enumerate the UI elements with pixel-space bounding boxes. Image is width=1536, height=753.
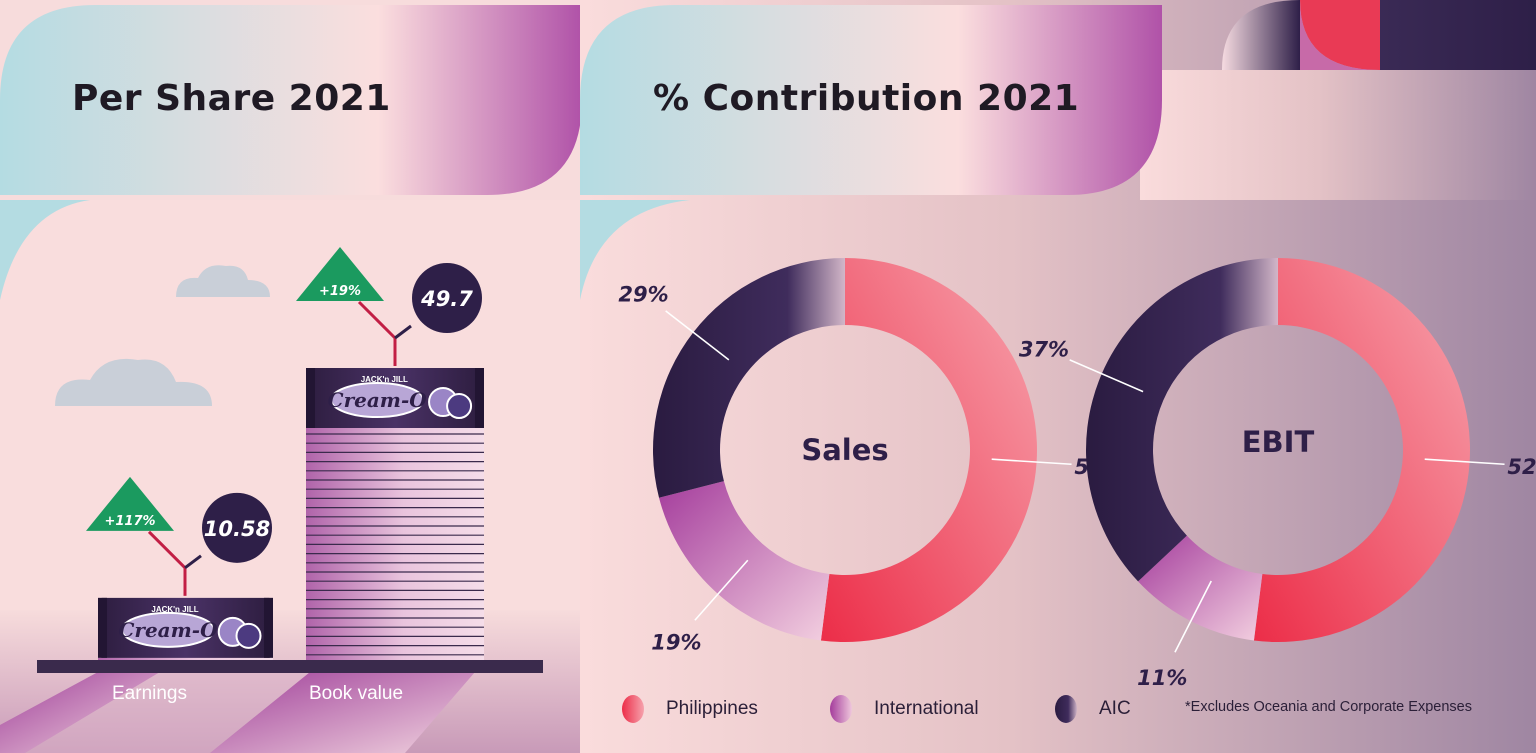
legend-label-philippines: Philippines	[666, 698, 758, 719]
slice-value-label: 52%	[1507, 455, 1536, 479]
legend-item-aic: AIC	[1055, 694, 1131, 724]
contribution-title: % Contribution 2021	[653, 78, 1080, 119]
change-up-icon	[296, 247, 384, 301]
biscuit-stack	[98, 657, 273, 660]
pack-crimp-left	[306, 368, 315, 428]
legend-swatch-philippines	[622, 695, 644, 723]
pack-logo-badge	[330, 382, 425, 418]
pack-cookie-back	[235, 622, 262, 649]
pack-brand: JACK'n JILL	[361, 375, 408, 384]
value-label: 49.7	[420, 287, 473, 311]
donut-center-title: Sales	[801, 433, 888, 467]
leader-line	[665, 310, 730, 361]
pack-crimp-right	[475, 368, 484, 428]
pack-brand: JACK'n JILL	[151, 605, 198, 614]
legend-swatch-aic	[1055, 695, 1077, 723]
bar-category-earnings: Earnings	[112, 683, 187, 704]
footnote: *Excludes Oceania and Corporate Expenses	[1185, 699, 1472, 715]
donut-ebit: 52% 11% 37% EBIT	[1019, 258, 1536, 690]
leader-line	[694, 559, 749, 621]
connector-to-value	[184, 554, 202, 570]
leader-line	[1069, 359, 1144, 393]
pack-cookie-back	[446, 393, 473, 419]
bar-book-value: Cream-O JACK'n JILL 49.7 +19%	[296, 247, 484, 660]
donut-sales: 52%19%29%Sales	[618, 258, 1125, 654]
change-up-icon	[86, 476, 174, 531]
slice-philippines	[1253, 258, 1470, 642]
connector-to-value	[394, 324, 412, 340]
slice-value-label: 29%	[618, 283, 668, 307]
value-badge	[412, 263, 482, 333]
pack-crimp-left	[98, 597, 107, 658]
legend-item-international: International	[830, 694, 979, 724]
change-label: +117%	[104, 514, 155, 529]
slice-aic	[653, 258, 845, 498]
donut-center-title: EBIT	[1242, 425, 1315, 459]
slice-international	[659, 481, 830, 641]
bar-category-book-value: Book value	[309, 683, 404, 704]
pack-product-name: Cream-O	[118, 618, 218, 642]
slice-international	[1138, 535, 1263, 641]
slice-value-label: 37%	[1019, 338, 1069, 362]
pack-crimp-right	[264, 597, 273, 658]
value-badge	[202, 492, 272, 563]
change-label: +19%	[319, 284, 361, 299]
per-share-title: Per Share 2021	[72, 78, 391, 119]
slice-philippines	[820, 258, 1037, 642]
legend-item-philippines: Philippines	[622, 694, 758, 724]
leader-line	[991, 458, 1072, 466]
connector-to-change	[147, 530, 187, 569]
bar-earnings: Cream-O JACK'n JILL 10.58 +117%	[86, 476, 273, 660]
pack-product-name: Cream-O	[328, 388, 428, 412]
leader-line	[1174, 580, 1212, 653]
slice-aic	[1086, 258, 1278, 582]
cookie-pack: Cream-O JACK'n JILL	[306, 368, 484, 428]
pack-logo-badge	[121, 611, 215, 648]
cookie-pack: Cream-O JACK'n JILL	[98, 597, 273, 658]
slice-value-label: 11%	[1137, 666, 1187, 690]
leader-line	[1424, 458, 1505, 466]
legend-label-aic: AIC	[1099, 698, 1131, 719]
value-label: 10.58	[204, 517, 270, 541]
legend-swatch-international	[830, 695, 852, 723]
legend-label-international: International	[874, 698, 979, 719]
slice-value-label: 19%	[651, 630, 701, 654]
connector-to-change	[357, 300, 397, 340]
